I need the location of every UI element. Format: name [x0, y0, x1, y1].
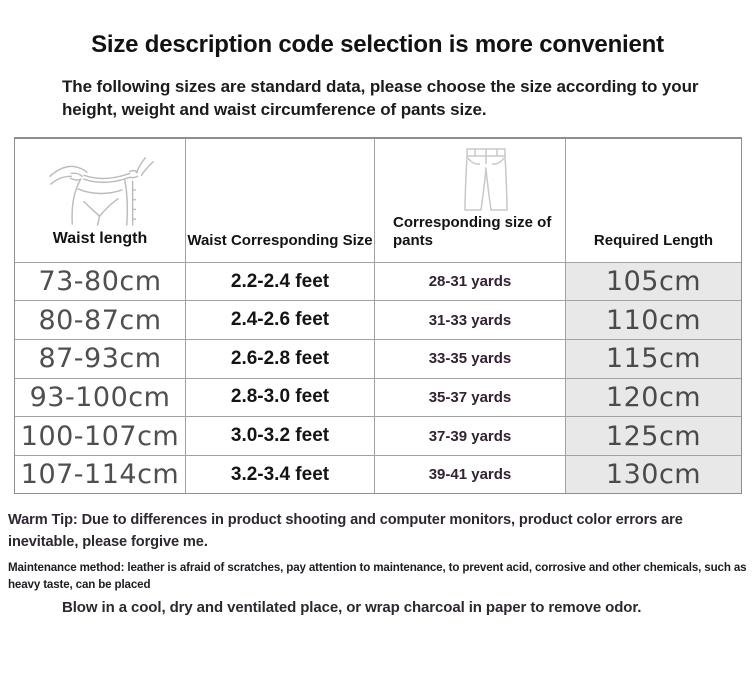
table-row: 93-100cm 2.8-3.0 feet 35-37 yards 120cm	[15, 377, 741, 417]
table-row: 87-93cm 2.6-2.8 feet 33-35 yards 115cm	[15, 339, 741, 378]
required-length-value: 130cm	[565, 455, 741, 494]
required-length-value: 120cm	[565, 378, 741, 417]
page-subtitle: The following sizes are standard data, p…	[62, 77, 699, 119]
pants-yards-value: 33-35 yards	[374, 340, 565, 378]
required-length-value: 105cm	[565, 262, 741, 301]
waist-measure-icon	[44, 139, 156, 231]
waist-cm-value: 87-93cm	[38, 343, 162, 375]
waist-cm-value: 93-100cm	[29, 381, 171, 413]
size-chart-table: Waist length Waist Corresponding Size	[14, 136, 742, 495]
header-label-required-length: Required Length	[593, 231, 714, 249]
waist-feet-value: 2.6-2.8 feet	[185, 340, 374, 378]
pants-yards-value: 31-33 yards	[374, 301, 565, 340]
waist-cm-value: 107-114cm	[20, 459, 180, 491]
header-label-waist-size: Waist Corresponding Size	[187, 231, 373, 249]
header-cell-waist-length: Waist length	[15, 139, 185, 262]
pants-icon	[454, 138, 518, 214]
table-row: 100-107cm 3.0-3.2 feet 37-39 yards 125cm	[15, 416, 741, 455]
waist-feet-value: 2.4-2.6 feet	[185, 301, 374, 340]
page-title: Size description code selection is more …	[91, 31, 664, 58]
header-label-waist-length: Waist length	[52, 230, 148, 248]
warm-tip-note: Warm Tip: Due to differences in product …	[8, 512, 683, 550]
header-cell-required-length: Required Length	[565, 138, 741, 262]
required-length-value: 115cm	[565, 340, 741, 378]
pants-yards-value: 39-41 yards	[374, 455, 565, 494]
table-header-row: Waist length Waist Corresponding Size	[15, 138, 741, 262]
table-row: 80-87cm 2.4-2.6 feet 31-33 yards 110cm	[15, 300, 741, 340]
table-row: 107-114cm 3.2-3.4 feet 39-41 yards 130cm	[15, 454, 741, 494]
header-cell-waist-size: Waist Corresponding Size	[185, 138, 374, 262]
header-label-pants-size: Corresponding size of pants	[393, 214, 552, 249]
storage-note: Blow in a cool, dry and ventilated place…	[62, 599, 642, 617]
pants-yards-value: 28-31 yards	[374, 262, 565, 301]
waist-feet-value: 3.2-3.4 feet	[185, 455, 374, 494]
waist-feet-value: 2.2-2.4 feet	[185, 262, 374, 301]
pants-yards-value: 35-37 yards	[374, 378, 565, 417]
waist-feet-value: 2.8-3.0 feet	[185, 378, 374, 417]
waist-cm-value: 100-107cm	[20, 420, 180, 452]
waist-feet-value: 3.0-3.2 feet	[185, 417, 374, 455]
required-length-value: 110cm	[565, 301, 741, 340]
header-cell-pants-size: Corresponding size of pants	[374, 138, 565, 262]
pants-yards-value: 37-39 yards	[374, 417, 565, 455]
maintenance-note: Maintenance method: leather is afraid of…	[8, 560, 747, 591]
table-row: 73-80cm 2.2-2.4 feet 28-31 yards 105cm	[15, 261, 741, 301]
waist-cm-value: 80-87cm	[38, 304, 162, 336]
waist-cm-value: 73-80cm	[38, 266, 162, 298]
required-length-value: 125cm	[565, 417, 741, 455]
